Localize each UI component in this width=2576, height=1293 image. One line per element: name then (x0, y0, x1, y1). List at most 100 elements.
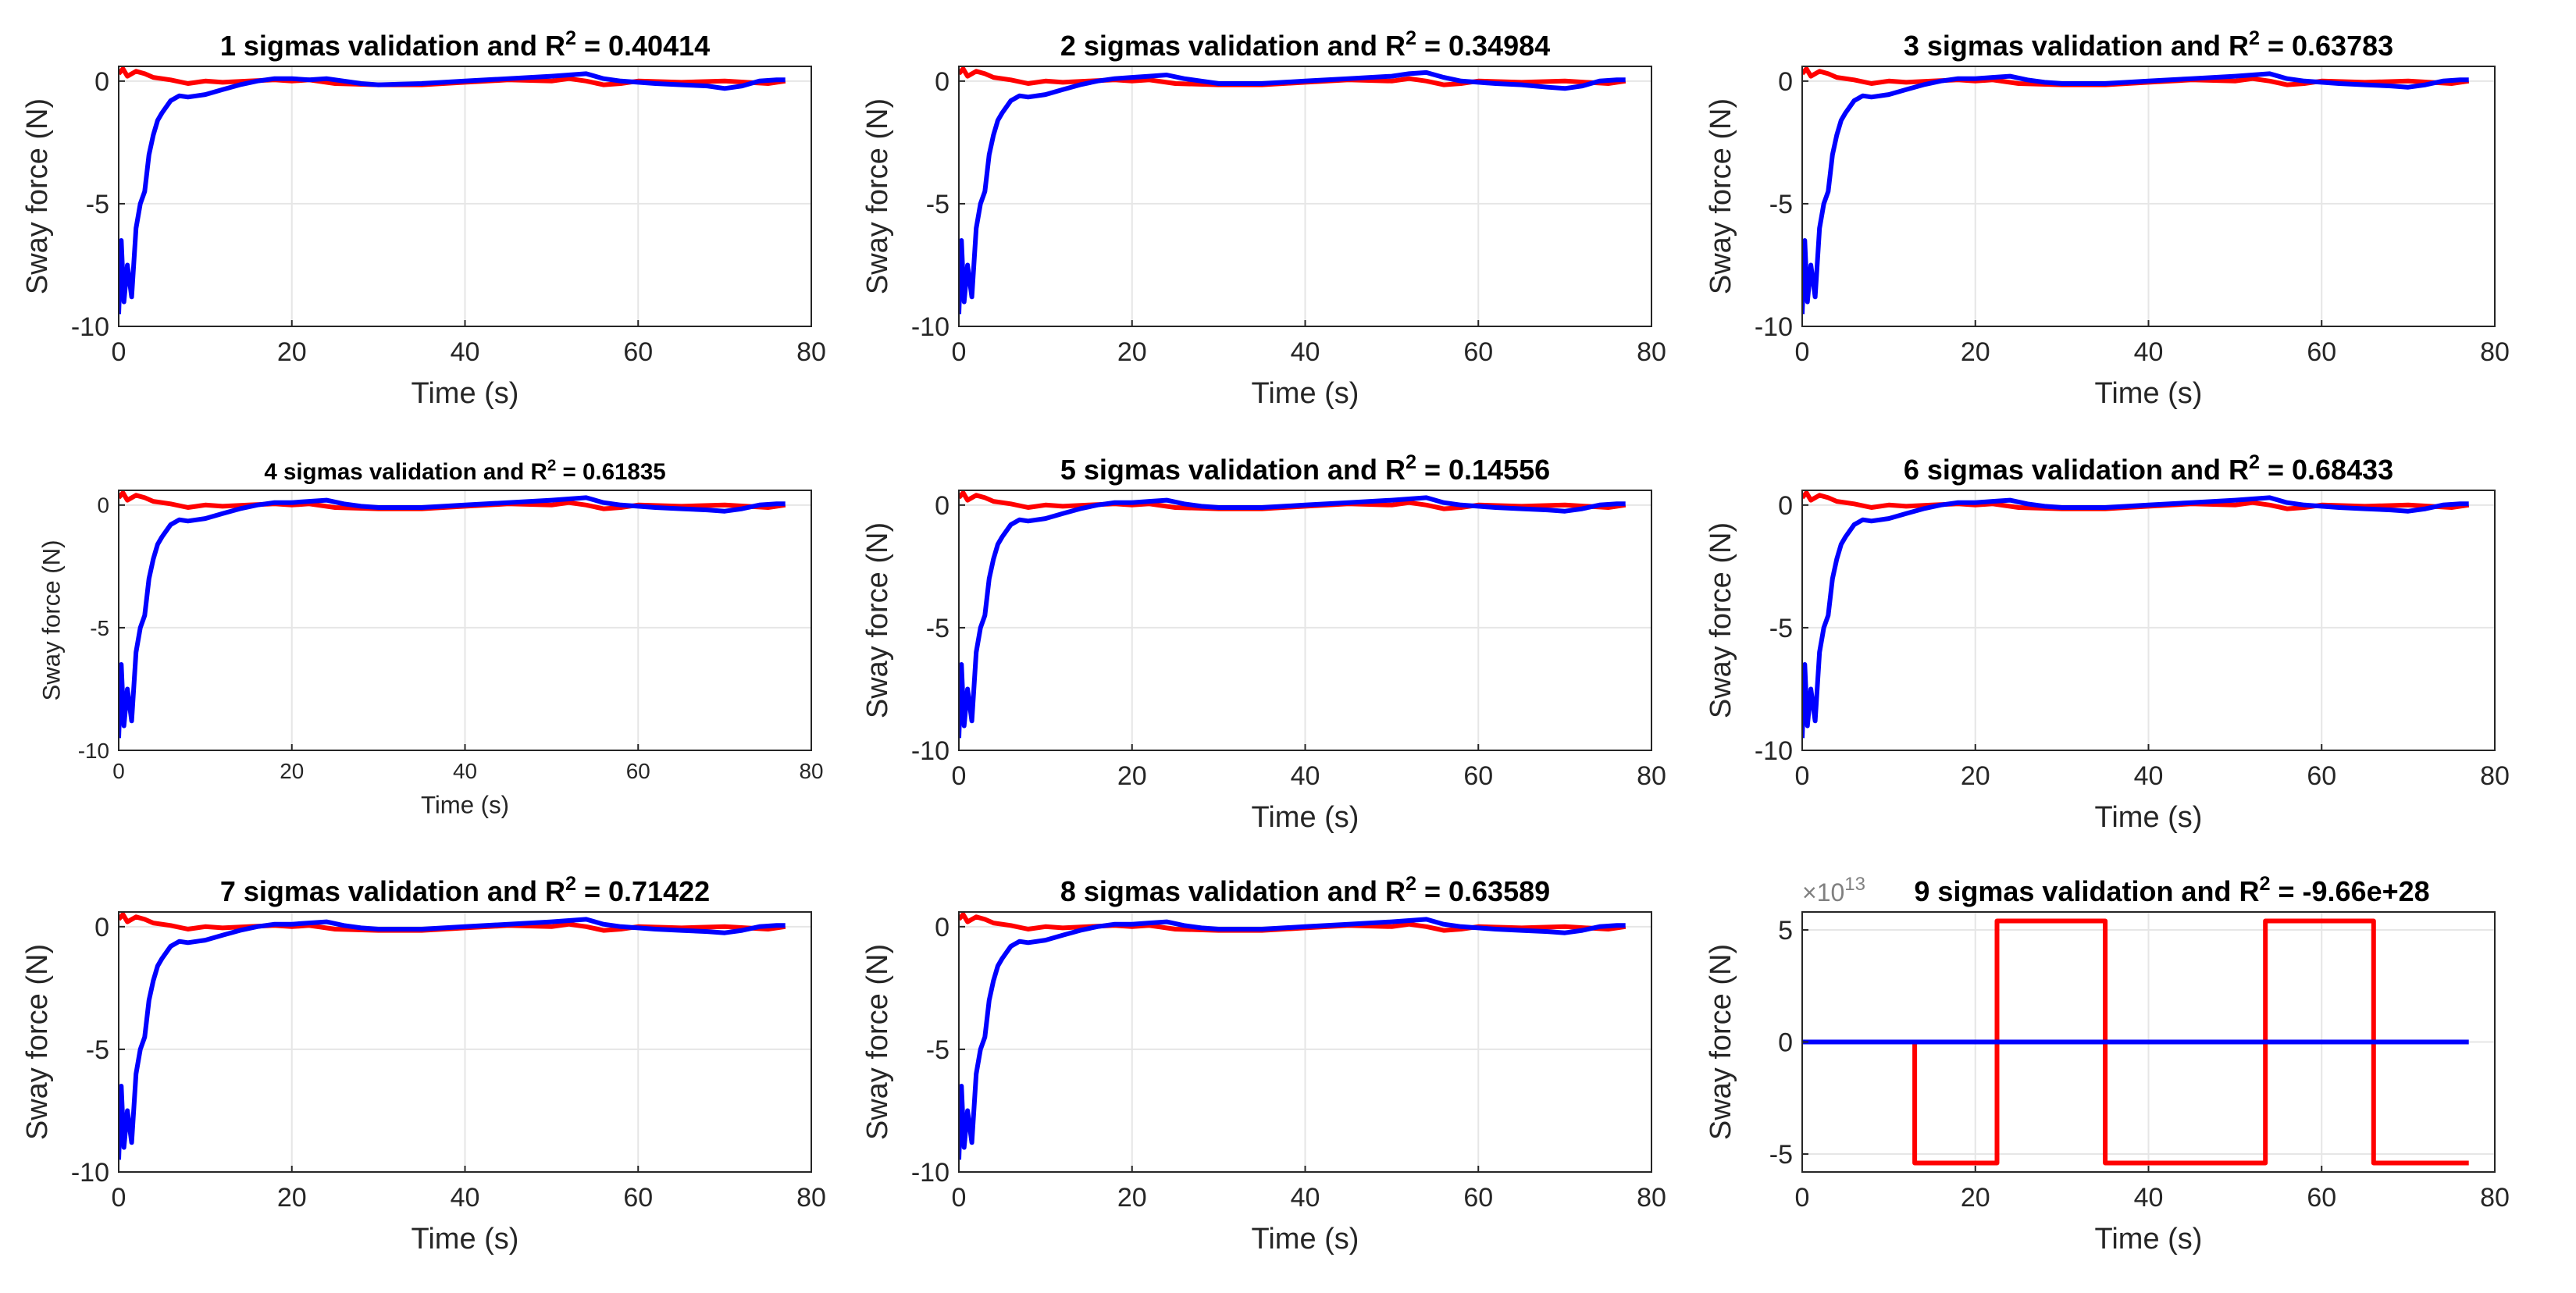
chart-panel-4: 0 20 40 60 80 -10 -5 0 Time (s) Sway force (N) 4 s… (38, 457, 824, 819)
x-tick-label: 80 (796, 337, 826, 367)
y-tick-label: 0 (97, 493, 109, 518)
y-tick-label: 0 (1778, 1028, 1793, 1058)
chart-title: 3 sigmas validation and R2 = 0.63783 (1904, 27, 2393, 62)
series-line-predicted (1802, 495, 2469, 739)
x-tick-label: 60 (626, 759, 650, 783)
y-axis-label: Sway force (N) (21, 944, 54, 1140)
x-tick-label: 60 (1463, 1183, 1493, 1213)
y-tick-label: 5 (1778, 916, 1793, 946)
chart-title: 6 sigmas validation and R2 = 0.68433 (1904, 451, 2393, 486)
chart-title: 9 sigmas validation and R2 = -9.66e+28 (1914, 873, 2429, 907)
y-tick-label: 0 (94, 913, 109, 942)
y-tick-label: -10 (911, 736, 950, 766)
chart-panel-3: 0 20 40 60 80 -10 -5 0 Time (s) Sway force (N) 3 s… (1705, 27, 2510, 410)
y-tick-label: -10 (71, 312, 109, 342)
chart-title: 2 sigmas validation and R2 = 0.34984 (1060, 27, 1550, 62)
x-tick-label: 80 (1637, 337, 1666, 367)
y-tick-label: -10 (78, 739, 109, 763)
x-tick-label: 60 (623, 1183, 653, 1213)
series-line-predicted (959, 69, 1626, 315)
y-tick-label: -10 (1755, 312, 1793, 342)
x-axis-label: Time (s) (421, 791, 509, 818)
y-tick-label: -10 (71, 1158, 109, 1188)
x-axis-label: Time (s) (1252, 801, 1359, 834)
x-tick-label: 20 (1117, 761, 1147, 791)
x-tick-label: 80 (2480, 337, 2510, 367)
x-tick-label: 80 (1637, 1183, 1666, 1213)
y-tick-label: 0 (935, 67, 950, 97)
y-axis-label: Sway force (N) (1705, 944, 1737, 1140)
y-tick-label: -10 (911, 1158, 950, 1188)
x-tick-label: 60 (2307, 761, 2336, 791)
y-tick-label: -5 (926, 614, 950, 643)
series-line-predicted (119, 917, 786, 1160)
chart-title: 5 sigmas validation and R2 = 0.14556 (1060, 451, 1550, 486)
chart-panel-8: 0 20 40 60 80 -10 -5 0 Time (s) Sway force (N) 8 s… (861, 873, 1666, 1256)
x-tick-label: 0 (112, 759, 125, 783)
y-tick-label: -10 (1755, 736, 1793, 766)
y-tick-label: 0 (1778, 491, 1793, 521)
x-tick-label: 80 (799, 759, 823, 783)
series-line-predicted (959, 495, 1626, 739)
x-tick-label: 0 (1795, 337, 1810, 367)
y-tick-label: 0 (1778, 67, 1793, 97)
x-tick-label: 80 (2480, 761, 2510, 791)
x-tick-label: 80 (1637, 761, 1666, 791)
x-tick-label: 40 (451, 337, 480, 367)
series-line-predicted (119, 495, 786, 739)
x-axis-label: Time (s) (412, 1223, 519, 1256)
y-axis-label: Sway force (N) (861, 522, 894, 718)
y-tick-label: -5 (1769, 190, 1793, 219)
y-tick-label: -5 (86, 1035, 109, 1065)
y-axis-label: Sway force (N) (861, 944, 894, 1140)
y-axis-label: Sway force (N) (1705, 522, 1737, 718)
x-tick-label: 0 (112, 337, 126, 367)
chart-title: 1 sigmas validation and R2 = 0.40414 (220, 27, 710, 62)
chart-panel-1: 0 20 40 60 80 -10 -5 0 Time (s) Sway force (N) 1 s… (21, 27, 826, 410)
y-tick-label: 0 (935, 913, 950, 942)
y-tick-label: -5 (86, 190, 109, 219)
x-tick-label: 60 (1463, 337, 1493, 367)
y-tick-label: -5 (926, 1035, 950, 1065)
series-line-predicted (959, 917, 1626, 1160)
series-line-predicted (119, 71, 786, 315)
x-tick-label: 40 (2134, 337, 2164, 367)
y-axis-label: Sway force (N) (38, 540, 66, 700)
x-tick-label: 20 (1117, 337, 1147, 367)
x-tick-label: 40 (451, 1183, 480, 1213)
series-line-measured (1912, 918, 2469, 1166)
x-tick-label: 0 (1795, 761, 1810, 791)
y-tick-label: -5 (1769, 614, 1793, 643)
y-tick-label: -5 (90, 616, 109, 640)
x-tick-label: 40 (1291, 337, 1320, 367)
chart-title: 8 sigmas validation and R2 = 0.63589 (1060, 873, 1550, 907)
chart-panel-7: 0 20 40 60 80 -10 -5 0 Time (s) Sway force (N) 7 s… (21, 873, 826, 1256)
x-axis-label: Time (s) (1252, 1223, 1359, 1256)
axis-exponent: ×1013 (1802, 874, 1865, 907)
x-tick-label: 20 (1961, 761, 1990, 791)
chart-panel-5: 0 20 40 60 80 -10 -5 0 Time (s) Sway force (N) 5 s… (861, 451, 1666, 834)
x-tick-label: 20 (1961, 1183, 1990, 1213)
x-tick-label: 40 (1291, 761, 1320, 791)
y-tick-label: -5 (1769, 1140, 1793, 1170)
x-tick-label: 20 (1117, 1183, 1147, 1213)
x-tick-label: 60 (2307, 1183, 2336, 1213)
x-tick-label: 60 (2307, 337, 2336, 367)
x-tick-label: 20 (280, 759, 304, 783)
chart-title: 4 sigmas validation and R2 = 0.61835 (264, 457, 665, 485)
y-tick-label: -10 (911, 312, 950, 342)
y-tick-label: 0 (94, 67, 109, 97)
x-tick-label: 20 (277, 1183, 307, 1213)
y-axis-label: Sway force (N) (21, 98, 54, 294)
chart-title: 7 sigmas validation and R2 = 0.71422 (220, 873, 710, 907)
x-tick-label: 20 (1961, 337, 1990, 367)
x-tick-label: 0 (952, 1183, 967, 1213)
series-line-predicted (1802, 71, 2469, 315)
y-tick-label: 0 (935, 491, 950, 521)
y-tick-label: -5 (926, 190, 950, 219)
x-tick-label: 40 (453, 759, 477, 783)
x-tick-label: 20 (277, 337, 307, 367)
x-axis-label: Time (s) (2095, 1223, 2203, 1256)
x-axis-label: Time (s) (412, 377, 519, 410)
